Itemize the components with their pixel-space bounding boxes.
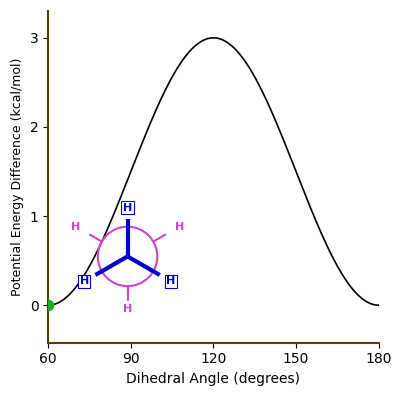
Point bbox=[45, 302, 52, 308]
Y-axis label: Potential Energy Difference (kcal/mol): Potential Energy Difference (kcal/mol) bbox=[11, 58, 24, 296]
X-axis label: Dihedral Angle (degrees): Dihedral Angle (degrees) bbox=[127, 372, 301, 386]
